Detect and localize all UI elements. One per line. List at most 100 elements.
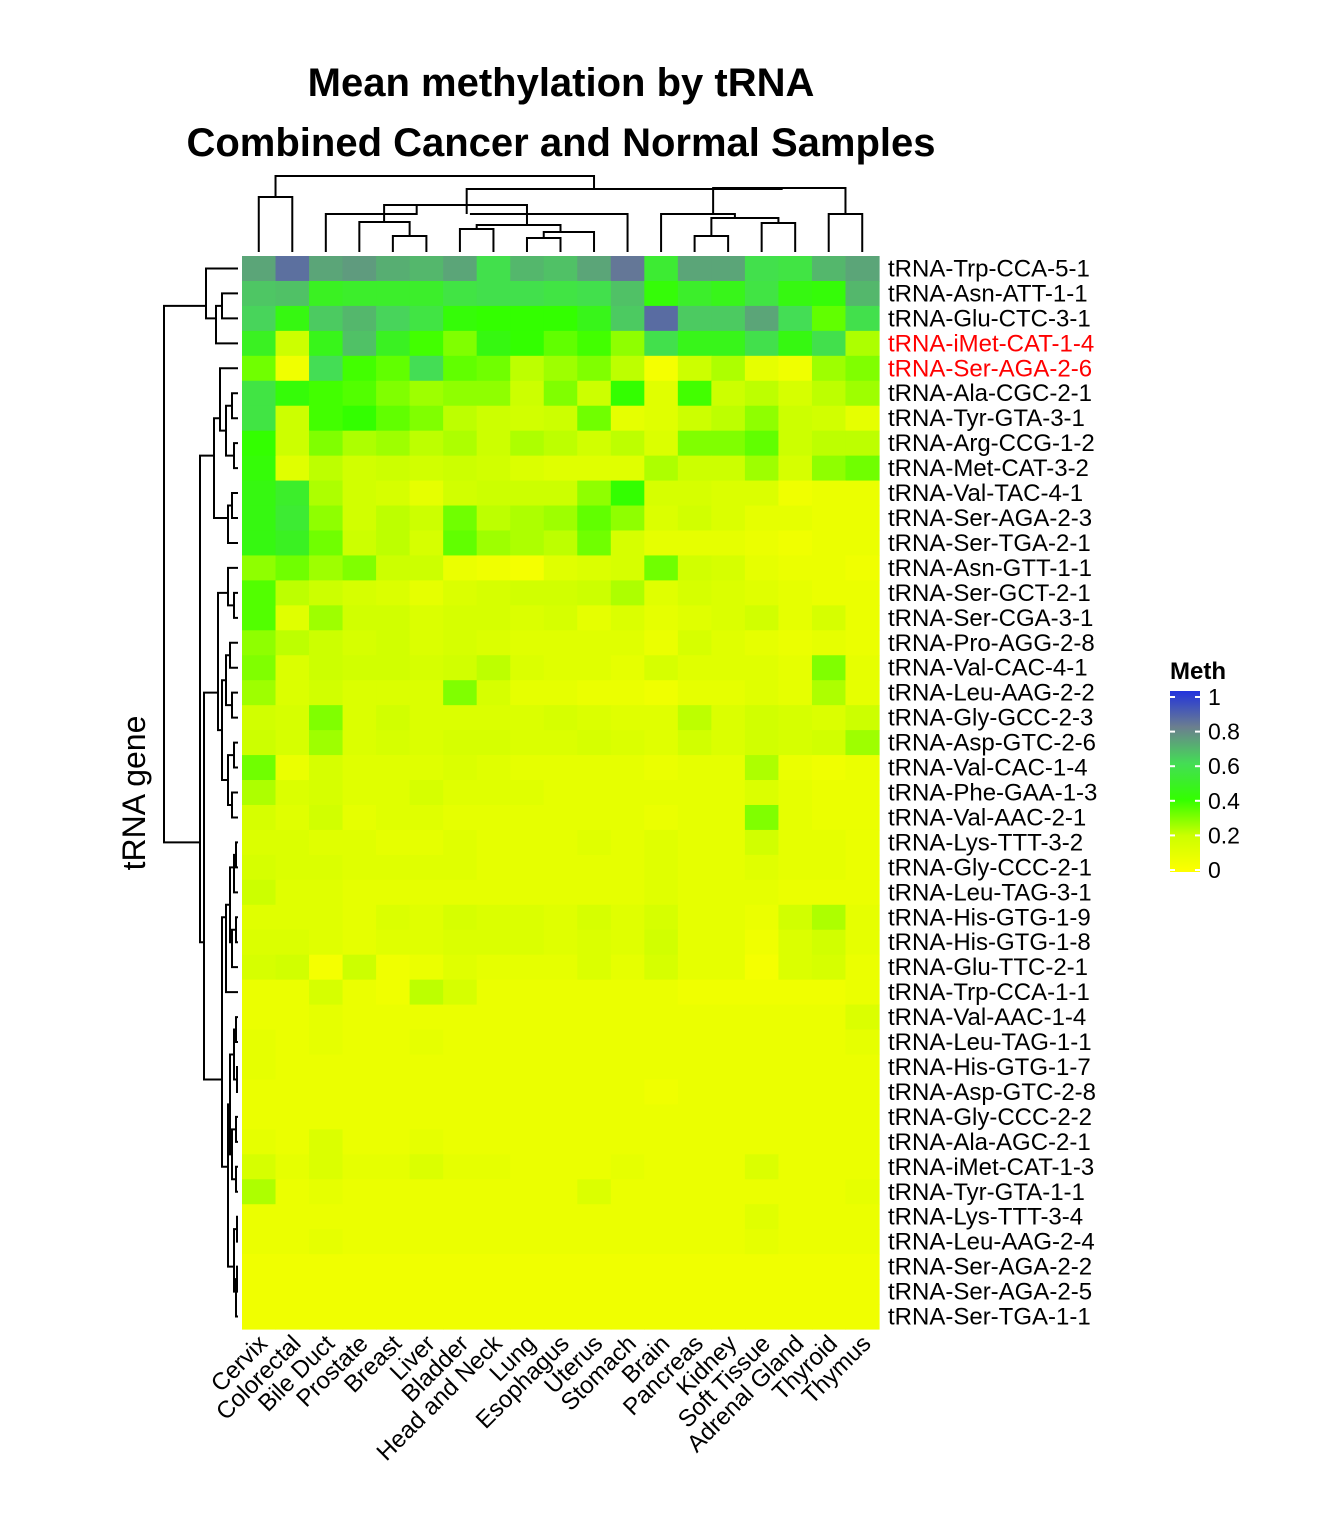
heatmap-cell	[577, 380, 612, 407]
heatmap-cell	[577, 630, 612, 656]
legend-tick-label: 0.4	[1208, 788, 1240, 814]
heatmap-cell	[242, 630, 277, 656]
heatmap-cell	[376, 755, 411, 781]
heatmap-cell	[409, 854, 444, 881]
heatmap-cell	[811, 1029, 847, 1056]
heatmap-cell	[811, 954, 847, 981]
heatmap-cell	[711, 879, 746, 906]
dendrogram-branch	[235, 1278, 238, 1318]
heatmap-cell	[744, 280, 780, 307]
heatmap-cell	[811, 1004, 847, 1031]
dendrogram-branch	[712, 187, 847, 214]
heatmap-cell	[409, 879, 444, 906]
heatmap-cell	[443, 1104, 478, 1130]
heatmap-cell	[342, 1229, 377, 1255]
heatmap-cell	[309, 804, 344, 831]
heatmap-cell	[744, 1154, 780, 1180]
heatmap-cell	[778, 355, 813, 382]
heatmap-cell	[677, 1254, 712, 1280]
heatmap-cell	[376, 430, 411, 457]
heatmap-cell	[409, 305, 444, 332]
heatmap-cell	[409, 954, 444, 981]
heatmap-cell	[543, 1204, 578, 1230]
heatmap-cell	[275, 505, 310, 532]
dendrogram-branch	[257, 196, 294, 252]
heatmap-cell	[610, 1129, 645, 1155]
heatmap-cell	[309, 904, 344, 931]
dendrogram-branch	[205, 267, 238, 320]
heatmap-cell	[376, 280, 411, 307]
row-label: tRNA-iMet-CAT-1-3	[888, 1154, 1094, 1181]
dendrogram-branch	[710, 217, 780, 236]
heatmap-cell	[342, 605, 377, 631]
heatmap-cell	[677, 630, 712, 656]
heatmap-cell	[510, 480, 545, 507]
heatmap-cell	[677, 730, 712, 756]
heatmap-cell	[510, 630, 545, 656]
heatmap-cell	[342, 1254, 377, 1280]
heatmap-cell	[778, 655, 813, 681]
heatmap-cell	[845, 1229, 880, 1255]
heatmap-cell	[242, 405, 277, 432]
heatmap-cell	[577, 1029, 612, 1056]
heatmap-cell	[711, 430, 746, 457]
dendrogram-branch	[693, 235, 730, 252]
dendrogram-branch	[465, 188, 783, 214]
heatmap-cell	[677, 480, 712, 507]
heatmap-cell	[644, 1129, 679, 1155]
heatmap-cell	[275, 1204, 310, 1230]
heatmap-cell	[476, 430, 511, 457]
heatmap-cell	[845, 580, 880, 606]
heatmap-cell	[309, 979, 344, 1006]
heatmap-cell	[811, 904, 847, 931]
heatmap-cell	[443, 355, 478, 382]
heatmap-cell	[476, 854, 511, 881]
heatmap-cell	[342, 854, 377, 881]
heatmap-cell	[811, 630, 847, 656]
row-label: tRNA-Gly-CCC-2-1	[888, 854, 1092, 881]
heatmap-cell	[644, 1104, 679, 1130]
heatmap-cell	[309, 256, 344, 282]
heatmap-cell	[309, 1029, 344, 1056]
legend-tick-label: 0	[1208, 857, 1221, 883]
heatmap-cell	[510, 705, 545, 731]
heatmap-cell	[811, 1254, 847, 1280]
heatmap-cell	[811, 355, 847, 382]
heatmap-cell	[845, 555, 880, 581]
heatmap-cell	[744, 1004, 780, 1031]
heatmap-cell	[744, 256, 780, 282]
heatmap-cell	[409, 804, 444, 831]
heatmap-cell	[543, 430, 578, 457]
heatmap-cell	[644, 455, 679, 482]
heatmap-cell	[510, 1204, 545, 1230]
heatmap-cell	[510, 530, 545, 557]
heatmap-cell	[275, 780, 310, 806]
heatmap-cell	[275, 1079, 310, 1106]
heatmap-cell	[744, 954, 780, 981]
heatmap-cell	[610, 755, 645, 781]
row-label: tRNA-Ser-AGA-2-2	[888, 1254, 1092, 1281]
heatmap-cell	[845, 804, 880, 831]
heatmap-cell	[376, 879, 411, 906]
heatmap-cell	[744, 430, 780, 457]
heatmap-cell	[677, 1304, 712, 1330]
heatmap-cell	[610, 355, 645, 382]
heatmap-cell	[644, 854, 679, 881]
heatmap-cell	[409, 355, 444, 382]
heatmap-cell	[309, 330, 344, 357]
heatmap-cell	[644, 280, 679, 307]
heatmap-cell	[744, 1079, 780, 1106]
heatmap-cell	[845, 480, 880, 507]
heatmap-cell	[510, 655, 545, 681]
heatmap-cell	[744, 1229, 780, 1255]
heatmap-cell	[443, 555, 478, 581]
heatmap-cell	[711, 829, 746, 856]
heatmap-cell	[610, 705, 645, 731]
row-label: tRNA-Lys-TTT-3-2	[888, 829, 1083, 856]
heatmap-cell	[711, 630, 746, 656]
heatmap-cell	[644, 730, 679, 756]
heatmap-cell	[376, 655, 411, 681]
heatmap-cell	[811, 1304, 847, 1330]
heatmap-cell	[309, 1104, 344, 1130]
